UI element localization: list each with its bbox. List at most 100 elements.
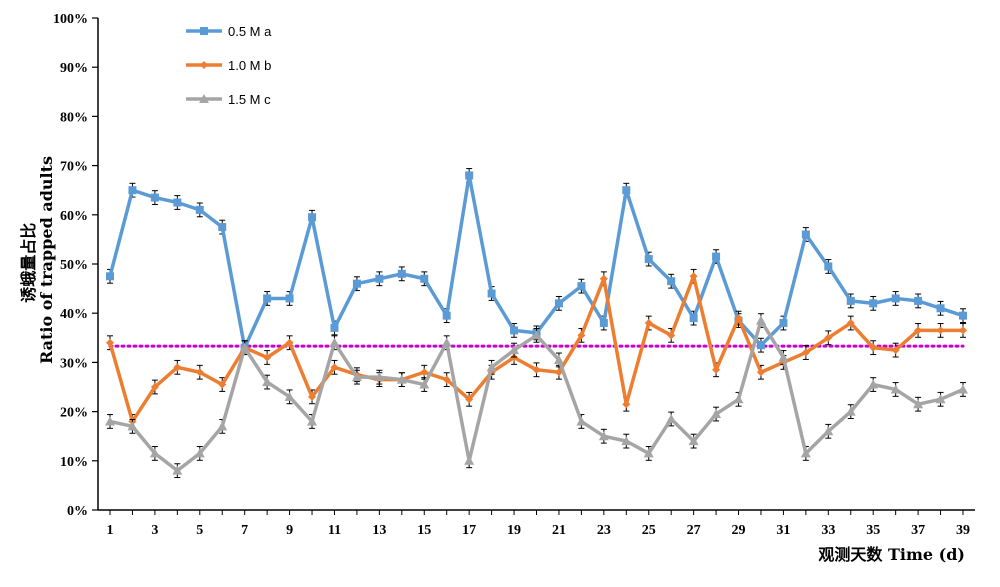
data-point [890,384,901,394]
x-tick-label: 7 [241,523,248,538]
data-point [420,274,429,283]
data-point [891,294,900,303]
data-point [577,331,586,340]
x-tick-label: 3 [151,523,158,538]
x-tick-label: 11 [328,523,341,538]
data-point [217,421,228,431]
x-tick-label: 17 [462,523,476,538]
data-point [689,314,698,323]
data-point [307,416,318,426]
data-point [195,205,204,214]
data-point [936,304,945,313]
data-point [510,326,519,335]
y-tick-label: 0% [67,504,88,519]
x-tick-label: 9 [286,523,293,538]
data-point [599,319,608,328]
data-point [644,255,653,264]
data-point [330,363,339,372]
legend: 0.5 M a 1.0 M b 1.5 M c [186,24,272,107]
data-point [487,289,496,298]
data-point [598,431,609,441]
legend-item: 1.0 M b [186,58,271,73]
data-point [442,311,451,320]
x-tick-label: 23 [597,523,611,538]
x-tick-label: 1 [107,523,114,538]
data-point [712,365,721,374]
y-tick-label: 40% [60,307,88,322]
data-point [195,368,204,377]
data-point [441,337,452,347]
data-point [644,319,653,328]
data-point [553,354,564,364]
data-point [173,363,182,372]
y-tick-label: 30% [60,356,88,371]
x-tick-label: 27 [687,523,701,538]
x-tick-label: 29 [732,523,746,538]
data-point [150,383,159,391]
x-tick-label: 37 [911,523,925,538]
data-point [823,426,834,436]
x-tick-label: 33 [821,523,835,538]
data-point [106,272,114,281]
data-point [846,296,855,305]
data-point [397,269,406,278]
data-point [959,311,967,320]
y-axis-title-zh: 诱蛾量占比 [19,223,38,303]
data-point [756,341,765,350]
legend-label: 0.5 M a [228,24,272,39]
data-point [868,379,879,389]
data-point [128,186,137,195]
data-point [127,421,138,431]
data-point [891,346,900,355]
y-tick-label: 10% [60,455,88,470]
series-3 [105,313,968,479]
error-bars [107,168,966,356]
y-tick-label: 20% [60,406,88,421]
data-point [419,379,430,389]
data-point [150,193,159,202]
data-point [621,436,632,446]
data-point [958,384,968,394]
data-point [172,465,183,475]
data-point [465,171,474,180]
data-point [755,315,766,325]
data-point [308,213,317,222]
data-point [914,326,923,335]
data-point [532,365,541,374]
x-tick-label: 31 [776,523,790,538]
x-ticks: 1 3 5 7 9 11 13 15 17 19 21 23 25 27 29 31 33 35 37 39 [107,510,970,538]
data-point [869,299,878,308]
data-point [845,406,856,416]
y-tick-label: 60% [60,209,88,224]
data-point [688,436,699,446]
data-point [218,380,227,389]
data-point [531,330,542,340]
data-point [801,230,810,239]
data-point [779,319,788,328]
data-point [486,362,497,372]
data-point [824,262,833,271]
data-point [284,391,295,401]
data-point [173,198,182,207]
data-point [554,299,563,308]
data-point [577,282,586,291]
data-point [465,395,474,404]
y-tick-label: 70% [60,160,88,175]
data-point [801,348,810,357]
data-point [329,337,340,347]
data-point [869,343,878,352]
data-point [846,319,855,328]
data-point [262,377,273,387]
data-point [194,448,205,458]
data-point [778,352,789,362]
y-tick-label: 80% [60,110,88,125]
data-point [420,368,429,377]
data-point [509,345,520,355]
data-point [666,413,677,423]
data-point [622,186,631,195]
legend-label: 1.5 M c [228,92,271,107]
series-line [109,318,964,473]
data-point [263,353,272,362]
x-tick-label: 21 [552,523,566,538]
